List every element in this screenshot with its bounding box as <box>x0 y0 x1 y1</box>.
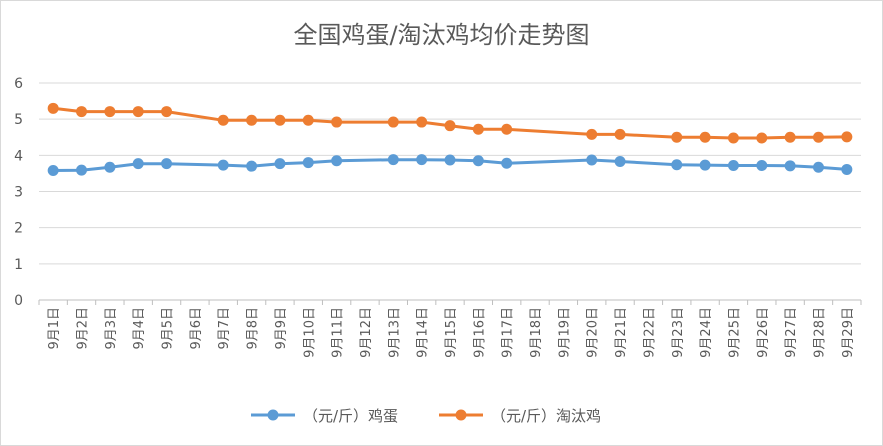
x-tick-label: 9月29日 <box>841 307 856 358</box>
x-tick-label: 9月9日 <box>274 307 289 350</box>
data-point-series-1 <box>161 158 173 170</box>
data-point-series-2 <box>217 114 229 126</box>
data-point-series-2 <box>47 102 59 114</box>
x-tick-label: 9月13日 <box>387 307 402 358</box>
y-tick-label: 6 <box>14 76 23 92</box>
x-tick-label: 9月23日 <box>671 307 686 358</box>
x-tick-label: 9月16日 <box>472 307 487 358</box>
legend-label: （元/斤）鸡蛋 <box>303 407 398 425</box>
data-point-series-1 <box>274 158 286 170</box>
x-tick-label: 9月1日 <box>47 307 62 350</box>
data-point-series-2 <box>302 114 314 126</box>
x-tick-label: 9月17日 <box>501 307 516 358</box>
legend-label: （元/斤）淘汰鸡 <box>491 407 601 425</box>
y-tick-label: 1 <box>14 257 23 273</box>
y-tick-label: 0 <box>14 293 23 309</box>
x-tick-label: 9月28日 <box>812 307 827 358</box>
data-point-series-1 <box>331 155 343 167</box>
y-tick-label: 3 <box>14 185 23 201</box>
data-point-series-1 <box>841 163 853 175</box>
x-tick-label: 9月6日 <box>189 307 204 350</box>
data-point-series-2 <box>246 114 258 126</box>
x-tick-label: 9月8日 <box>246 307 261 350</box>
x-tick-label: 9月3日 <box>104 307 119 350</box>
x-tick-label: 9月26日 <box>756 307 771 358</box>
data-point-series-2 <box>841 131 853 143</box>
x-tick-label: 9月20日 <box>586 307 601 358</box>
data-point-series-2 <box>586 128 598 140</box>
x-tick-label: 9月7日 <box>217 307 232 350</box>
data-point-series-1 <box>217 159 229 171</box>
y-tick-label: 4 <box>14 148 23 164</box>
data-point-series-1 <box>104 161 116 173</box>
data-point-series-2 <box>671 131 683 143</box>
x-tick-label: 9月25日 <box>727 307 742 358</box>
x-tick-label: 9月5日 <box>161 307 176 350</box>
data-point-series-1 <box>302 157 314 169</box>
x-tick-label: 9月11日 <box>331 307 346 358</box>
y-tick-label: 5 <box>14 112 23 128</box>
data-point-series-2 <box>76 106 88 118</box>
data-point-series-1 <box>501 157 513 169</box>
data-point-series-2 <box>699 131 711 143</box>
data-point-series-1 <box>47 165 59 177</box>
data-point-series-2 <box>132 106 144 118</box>
data-point-series-2 <box>161 106 173 118</box>
data-point-series-2 <box>812 131 824 143</box>
x-tick-label: 9月21日 <box>614 307 629 358</box>
legend-marker <box>267 409 279 421</box>
data-point-series-1 <box>472 155 484 167</box>
y-tick-label: 2 <box>14 221 23 237</box>
x-tick-label: 9月12日 <box>359 307 374 358</box>
x-tick-label: 9月2日 <box>76 307 91 350</box>
data-point-series-2 <box>331 116 343 128</box>
data-point-series-1 <box>444 154 456 166</box>
x-tick-label: 9月10日 <box>302 307 317 358</box>
x-tick-label: 9月18日 <box>529 307 544 358</box>
data-point-series-2 <box>104 106 116 118</box>
x-tick-label: 9月15日 <box>444 307 459 358</box>
data-point-series-1 <box>132 158 144 170</box>
data-point-series-1 <box>416 154 428 166</box>
data-point-series-1 <box>614 155 626 167</box>
legend-marker <box>455 409 467 421</box>
data-point-series-1 <box>246 160 258 172</box>
data-point-series-1 <box>784 160 796 172</box>
data-point-series-2 <box>727 132 739 144</box>
chart-title: 全国鸡蛋/淘汰鸡均价走势图 <box>293 21 590 49</box>
x-tick-label: 9月27日 <box>784 307 799 358</box>
data-point-series-2 <box>274 114 286 126</box>
data-point-series-2 <box>756 132 768 144</box>
data-point-series-1 <box>727 159 739 171</box>
data-point-series-2 <box>472 123 484 135</box>
data-point-series-1 <box>671 159 683 171</box>
data-point-series-1 <box>756 159 768 171</box>
data-point-series-1 <box>812 161 824 173</box>
data-point-series-1 <box>586 154 598 166</box>
data-point-series-2 <box>416 116 428 128</box>
x-tick-label: 9月22日 <box>642 307 657 358</box>
data-point-series-2 <box>784 131 796 143</box>
data-point-series-2 <box>387 116 399 128</box>
x-tick-label: 9月4日 <box>132 307 147 350</box>
x-tick-label: 9月14日 <box>416 307 431 358</box>
data-point-series-1 <box>699 159 711 171</box>
data-point-series-2 <box>614 128 626 140</box>
x-tick-label: 9月24日 <box>699 307 714 358</box>
data-point-series-1 <box>387 154 399 166</box>
data-point-series-2 <box>501 123 513 135</box>
data-point-series-2 <box>444 120 456 132</box>
data-point-series-1 <box>76 164 88 176</box>
x-tick-label: 9月19日 <box>557 307 572 358</box>
